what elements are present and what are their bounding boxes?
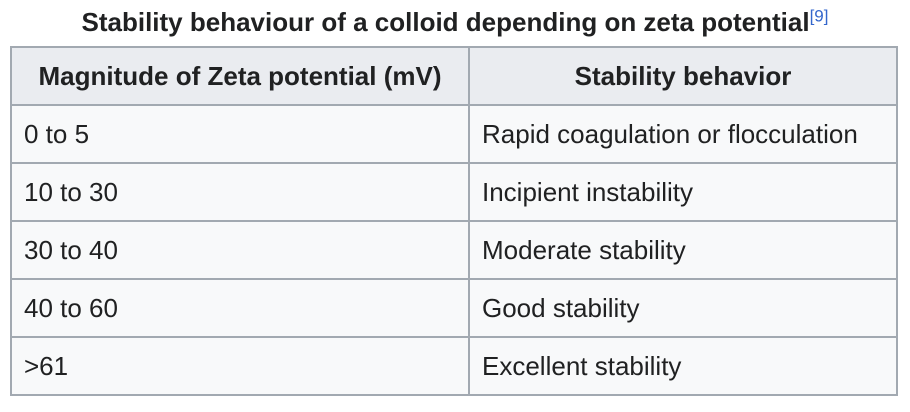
table-row: >61 Excellent stability bbox=[10, 336, 898, 396]
table-row: 30 to 40 Moderate stability bbox=[10, 220, 898, 280]
cell-stability-behavior: Good stability bbox=[468, 278, 898, 338]
cell-zeta-magnitude: >61 bbox=[10, 336, 470, 396]
cell-zeta-magnitude: 0 to 5 bbox=[10, 104, 470, 164]
table-caption: Stability behaviour of a colloid dependi… bbox=[0, 4, 910, 40]
caption-title: Stability behaviour of a colloid dependi… bbox=[81, 7, 810, 37]
cell-zeta-magnitude: 10 to 30 bbox=[10, 162, 470, 222]
header-stability-behavior: Stability behavior bbox=[468, 46, 898, 106]
header-zeta-magnitude: Magnitude of Zeta potential (mV) bbox=[10, 46, 470, 106]
table-row: 40 to 60 Good stability bbox=[10, 278, 898, 338]
table-row: 10 to 30 Incipient instability bbox=[10, 162, 898, 222]
reference-superscript: [9] bbox=[810, 6, 829, 25]
zeta-stability-table: Magnitude of Zeta potential (mV) Stabili… bbox=[10, 46, 898, 396]
cell-stability-behavior: Incipient instability bbox=[468, 162, 898, 222]
cell-stability-behavior: Rapid coagulation or flocculation bbox=[468, 104, 898, 164]
reference-link[interactable]: [9] bbox=[809, 6, 829, 26]
cell-zeta-magnitude: 40 to 60 bbox=[10, 278, 470, 338]
cell-stability-behavior: Moderate stability bbox=[468, 220, 898, 280]
table-row: 0 to 5 Rapid coagulation or flocculation bbox=[10, 104, 898, 164]
table-header-row: Magnitude of Zeta potential (mV) Stabili… bbox=[10, 46, 898, 106]
cell-zeta-magnitude: 30 to 40 bbox=[10, 220, 470, 280]
cell-stability-behavior: Excellent stability bbox=[468, 336, 898, 396]
